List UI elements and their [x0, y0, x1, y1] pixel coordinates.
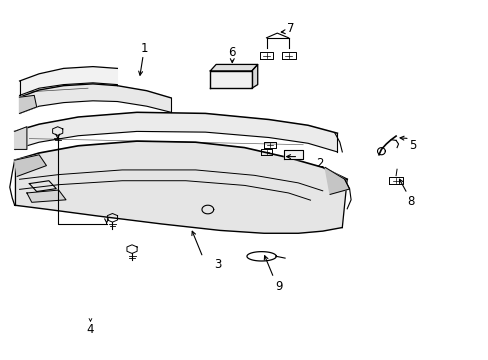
- Polygon shape: [15, 155, 46, 176]
- Polygon shape: [20, 84, 171, 113]
- Text: 1: 1: [140, 42, 148, 55]
- Polygon shape: [15, 112, 337, 152]
- Polygon shape: [283, 150, 303, 159]
- Polygon shape: [251, 64, 257, 88]
- Text: 5: 5: [408, 139, 416, 152]
- Text: 2: 2: [316, 157, 324, 170]
- Text: 3: 3: [213, 258, 221, 271]
- Text: 4: 4: [86, 323, 94, 336]
- Text: 9: 9: [274, 280, 282, 293]
- Polygon shape: [20, 95, 37, 113]
- Polygon shape: [210, 71, 251, 88]
- Text: 6: 6: [228, 46, 236, 59]
- Polygon shape: [325, 167, 349, 194]
- Polygon shape: [210, 64, 257, 71]
- Polygon shape: [27, 190, 66, 202]
- Text: 8: 8: [406, 195, 414, 208]
- Polygon shape: [15, 141, 346, 233]
- Text: 7: 7: [286, 22, 294, 35]
- Polygon shape: [15, 127, 27, 149]
- Polygon shape: [20, 67, 117, 95]
